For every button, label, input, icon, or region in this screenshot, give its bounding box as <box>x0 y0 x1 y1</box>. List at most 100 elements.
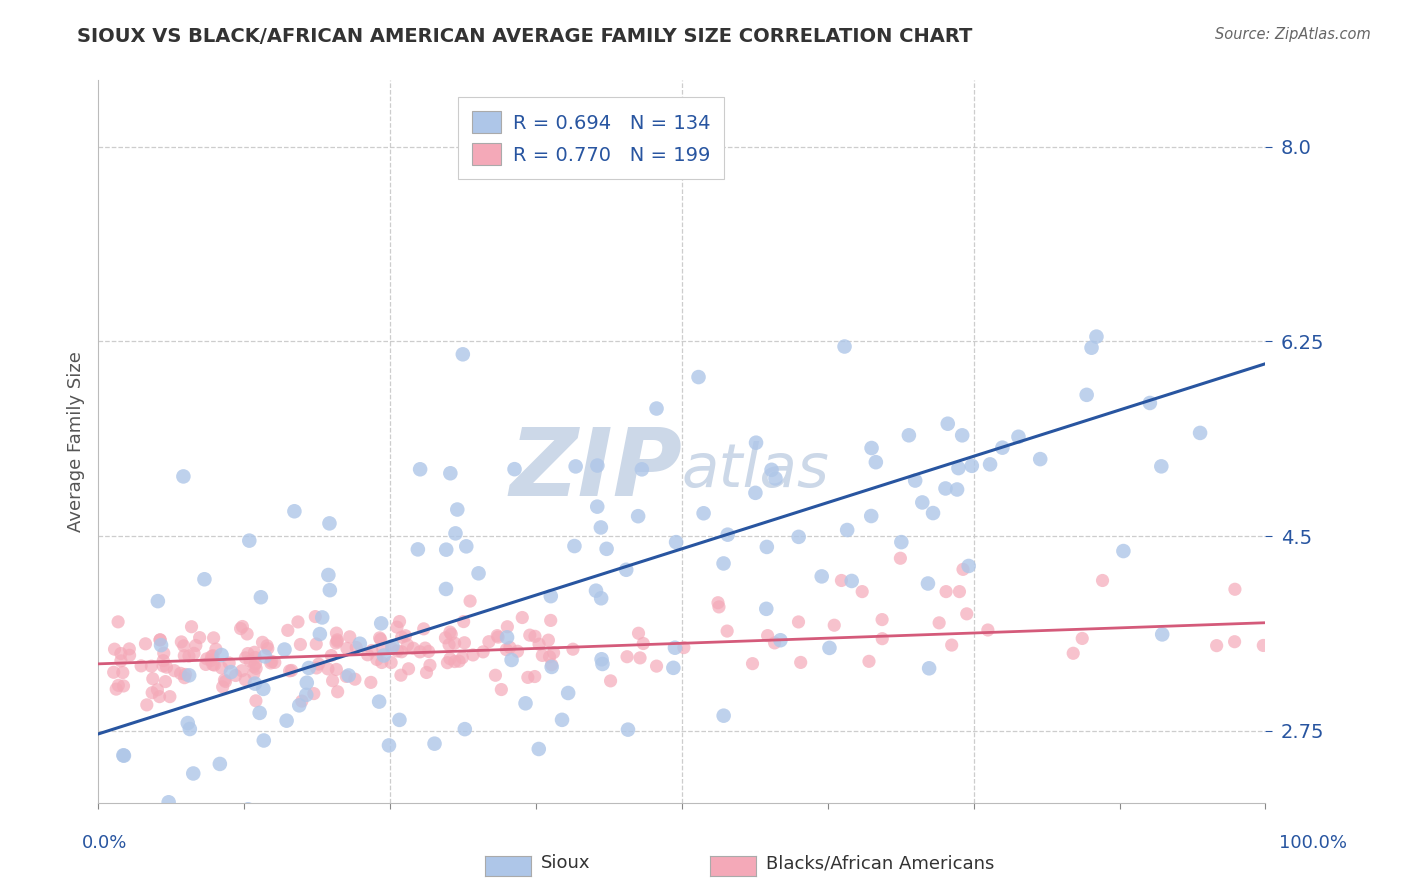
Point <box>239 654 262 668</box>
Point <box>1007 430 1029 444</box>
Point <box>211 680 233 694</box>
Point <box>229 622 252 636</box>
Point <box>543 646 565 660</box>
Point <box>960 458 983 473</box>
Point <box>503 462 526 476</box>
Point <box>941 638 963 652</box>
Point <box>665 535 688 549</box>
Point <box>496 630 519 644</box>
Point <box>134 637 156 651</box>
Point <box>371 656 394 670</box>
Point <box>439 625 461 640</box>
Point <box>472 645 495 659</box>
Point <box>787 615 810 629</box>
Point <box>387 644 409 658</box>
Point <box>146 682 169 697</box>
Text: 0.0%: 0.0% <box>82 834 127 852</box>
Point <box>1139 396 1161 410</box>
Point <box>443 636 465 650</box>
Point <box>368 631 391 645</box>
Point <box>371 642 394 657</box>
Point <box>159 690 181 704</box>
Point <box>263 656 285 670</box>
Point <box>205 642 228 657</box>
Point <box>467 566 489 581</box>
Text: 100.0%: 100.0% <box>1279 834 1347 852</box>
Point <box>378 739 401 753</box>
Point <box>1029 452 1052 467</box>
Point <box>707 596 730 610</box>
Point <box>179 668 201 682</box>
Point <box>1062 646 1084 660</box>
Point <box>287 615 309 629</box>
Point <box>627 509 650 524</box>
Point <box>280 664 302 678</box>
Point <box>172 469 194 483</box>
Point <box>343 672 366 686</box>
Point <box>305 661 328 675</box>
Point <box>538 649 561 664</box>
Point <box>233 673 256 687</box>
Point <box>152 646 174 660</box>
Point <box>208 756 231 771</box>
Point <box>917 576 939 591</box>
Point <box>486 629 509 643</box>
Point <box>1080 341 1102 355</box>
Point <box>276 714 298 728</box>
Point <box>335 669 357 683</box>
Point <box>510 610 533 624</box>
Point <box>858 654 880 668</box>
Point <box>496 620 519 634</box>
Point <box>419 658 441 673</box>
Point <box>436 656 458 670</box>
Point <box>763 636 786 650</box>
Point <box>443 655 465 669</box>
Point <box>952 562 974 576</box>
Point <box>872 632 894 646</box>
Point <box>112 748 135 763</box>
Point <box>501 653 523 667</box>
Text: SIOUX VS BLACK/AFRICAN AMERICAN AVERAGE FAMILY SIZE CORRELATION CHART: SIOUX VS BLACK/AFRICAN AMERICAN AVERAGE … <box>77 27 973 45</box>
Point <box>236 627 259 641</box>
Point <box>107 678 129 692</box>
Point <box>1085 329 1108 343</box>
Point <box>810 569 832 583</box>
Point <box>235 650 257 665</box>
Point <box>201 649 224 664</box>
Point <box>716 624 738 638</box>
Point <box>599 673 621 688</box>
Point <box>170 635 193 649</box>
Point <box>231 664 253 678</box>
Point <box>713 557 735 571</box>
Point <box>1152 627 1174 641</box>
Point <box>326 632 349 647</box>
Point <box>645 401 668 416</box>
Point <box>214 674 236 689</box>
Point <box>288 698 311 713</box>
Point <box>173 671 195 685</box>
Point <box>851 584 873 599</box>
Point <box>200 653 222 667</box>
Point <box>231 619 253 633</box>
Point <box>672 640 695 655</box>
Point <box>150 638 173 652</box>
Point <box>707 599 730 614</box>
Point <box>291 694 314 708</box>
Point <box>396 638 419 652</box>
Point <box>243 645 266 659</box>
Point <box>515 696 537 710</box>
Point <box>323 806 346 821</box>
Point <box>870 613 893 627</box>
Point <box>935 584 957 599</box>
Point <box>890 535 912 549</box>
Point <box>406 542 429 557</box>
Point <box>245 661 267 675</box>
Point <box>589 520 612 534</box>
Point <box>688 370 710 384</box>
Point <box>250 591 273 605</box>
Point <box>948 584 970 599</box>
Point <box>295 675 318 690</box>
Point <box>787 530 810 544</box>
Point <box>527 742 550 756</box>
Point <box>211 661 233 675</box>
